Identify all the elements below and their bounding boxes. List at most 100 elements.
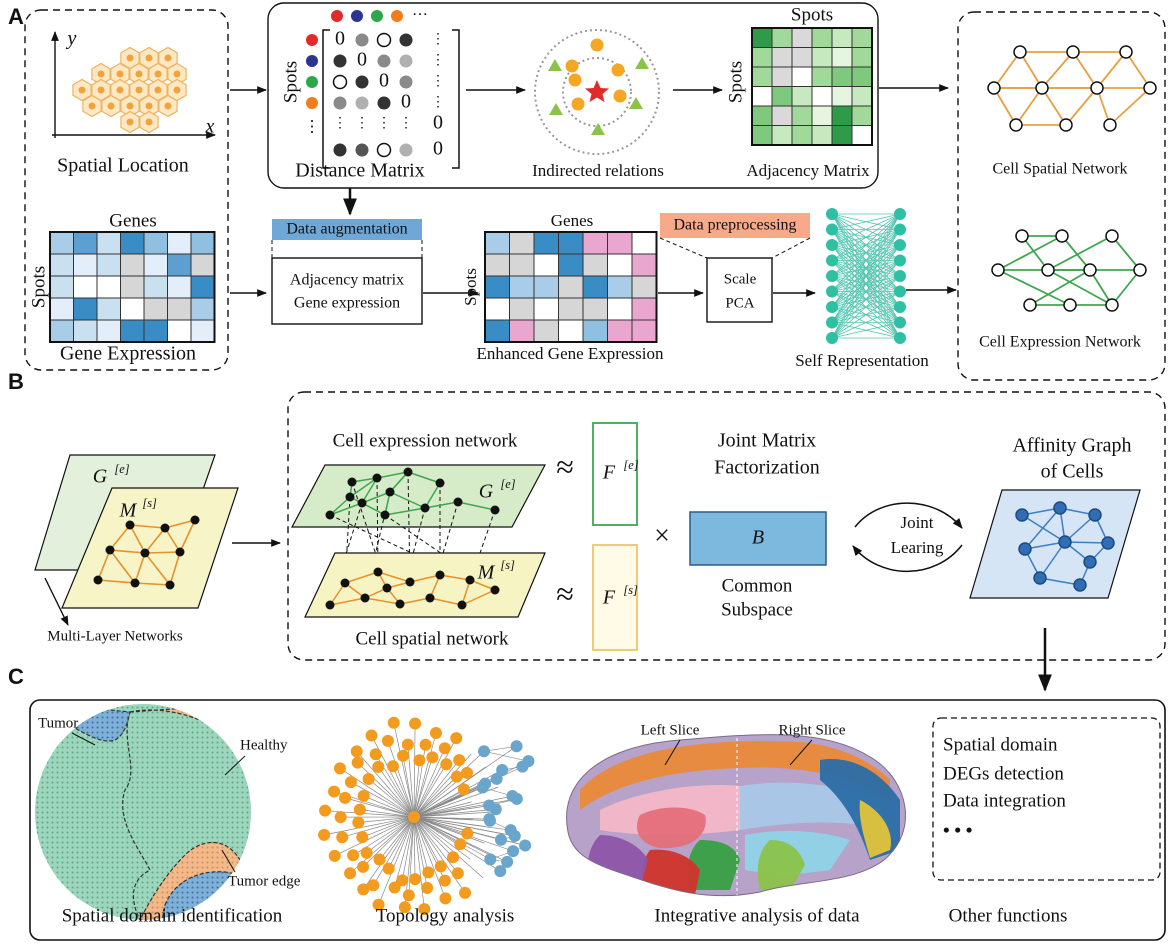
edge — [402, 816, 415, 881]
edge — [413, 811, 500, 818]
matrix-cell — [533, 319, 559, 343]
matrix-cell — [143, 275, 168, 299]
topology-node — [484, 853, 497, 866]
spot — [135, 70, 143, 78]
topology-node — [419, 738, 432, 751]
label: Distance Matrix — [295, 160, 424, 182]
panel-label: C — [8, 664, 24, 689]
label: Spots — [725, 61, 746, 103]
edge — [324, 816, 415, 836]
matrix-cell — [509, 231, 535, 255]
distance-cell — [333, 96, 347, 110]
matrix-cell — [484, 319, 510, 343]
edge — [1021, 514, 1066, 543]
edge — [439, 574, 471, 581]
label: ⋮ — [431, 53, 445, 68]
edge — [413, 816, 471, 860]
label: 0 — [379, 70, 389, 92]
edge — [413, 751, 485, 818]
line — [664, 739, 681, 766]
label: ⋮ — [399, 116, 413, 131]
label: x — [205, 116, 215, 138]
spot — [78, 86, 86, 94]
distance-cell — [333, 143, 347, 157]
matrix-cell — [484, 297, 510, 321]
edge — [831, 260, 901, 339]
matrix-cell — [582, 319, 608, 343]
edge — [384, 507, 426, 516]
topology-node — [496, 763, 509, 776]
matrix-cell — [49, 275, 74, 299]
edge — [413, 757, 433, 818]
neighbor — [590, 38, 604, 52]
topology-node — [360, 846, 373, 859]
node — [1088, 508, 1102, 522]
link — [429, 501, 459, 599]
matrix-cell — [631, 297, 657, 321]
edge — [424, 482, 441, 509]
line — [221, 849, 236, 873]
topology-node — [318, 828, 331, 841]
label: ⋮ — [304, 119, 320, 136]
matrix-cell — [143, 297, 168, 321]
node — [382, 583, 392, 593]
distance-cell — [332, 74, 348, 90]
matrix-cell — [558, 275, 584, 299]
topology-node — [510, 740, 523, 753]
edge — [831, 213, 901, 308]
label: Multi-Layer Networks — [47, 628, 183, 644]
label: of Cells — [1041, 461, 1104, 483]
matrix-cell — [751, 27, 773, 48]
title-box — [272, 219, 422, 240]
label: Joint Matrix — [718, 430, 816, 452]
distance-cell — [399, 54, 413, 68]
spot — [173, 86, 181, 94]
matrix-cell — [96, 319, 121, 343]
edge — [413, 816, 490, 822]
edge — [362, 816, 415, 890]
ring — [534, 29, 660, 155]
node — [395, 599, 405, 609]
label: Gene expression — [294, 295, 400, 312]
spot — [88, 102, 96, 110]
edge — [129, 524, 146, 554]
edge — [831, 213, 901, 292]
topology-node — [478, 745, 491, 758]
label: Spatial domain — [943, 734, 1058, 755]
label: Cell spatial network — [355, 628, 509, 649]
label: 0 — [433, 138, 443, 160]
label: Data preprocessing — [673, 217, 796, 234]
edge — [413, 816, 484, 878]
dashed-box — [957, 11, 1166, 381]
node — [93, 575, 103, 585]
matrix-cell — [831, 125, 853, 146]
edge — [413, 816, 466, 894]
spot — [126, 118, 134, 126]
edge — [97, 549, 111, 581]
matrix-cell — [190, 319, 215, 343]
spot — [145, 118, 153, 126]
edge — [1109, 87, 1151, 126]
brain-region — [642, 849, 700, 895]
node — [1023, 298, 1037, 312]
node — [373, 567, 383, 577]
topology-node — [519, 839, 532, 852]
bracket — [452, 29, 460, 169]
label: Common — [722, 575, 793, 596]
panel-label: A — [8, 4, 24, 29]
matrix-cell — [73, 253, 98, 277]
matrix-cell — [607, 275, 633, 299]
tissue-region — [35, 704, 251, 920]
dot — [371, 10, 383, 22]
node — [425, 593, 435, 603]
topology-node — [398, 901, 411, 914]
node — [1101, 536, 1115, 550]
label: y — [66, 28, 77, 50]
node — [160, 523, 170, 533]
edge — [408, 816, 415, 896]
edge — [413, 816, 425, 910]
neuron — [826, 301, 838, 313]
topology-node — [334, 811, 347, 824]
topology-node — [476, 781, 489, 794]
label: Genes — [109, 210, 156, 231]
